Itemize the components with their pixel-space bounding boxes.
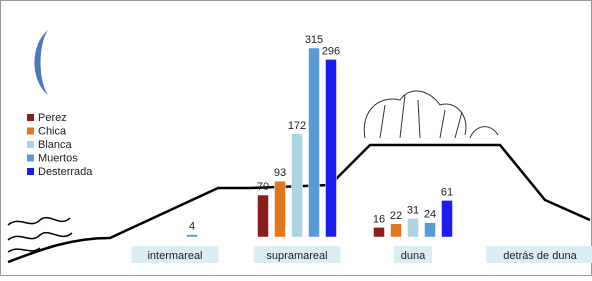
- value-label: 315: [305, 34, 323, 46]
- value-label: 70: [257, 181, 269, 193]
- bar: [309, 48, 320, 237]
- value-label: 22: [390, 210, 402, 222]
- value-label: 16: [373, 213, 385, 225]
- bar: [391, 224, 402, 237]
- bar: [408, 218, 419, 237]
- bar: [326, 59, 337, 237]
- page: {"chart_data": {"type": "bar", "categori…: [0, 0, 592, 281]
- legend-swatch: [27, 128, 34, 135]
- legend-label: Muertos: [38, 153, 78, 165]
- legend-swatch: [27, 168, 34, 175]
- bar: [425, 223, 436, 237]
- legend-label: Blanca: [38, 139, 73, 151]
- x-tick-label: intermareal: [147, 250, 202, 262]
- legend-label: Chica: [38, 126, 67, 138]
- legend-swatch: [27, 114, 34, 121]
- x-tick-label: duna: [401, 250, 426, 262]
- bar: [187, 235, 198, 237]
- legend-swatch: [27, 141, 34, 148]
- x-tick-label: detrás de duna: [503, 250, 577, 262]
- bar: [258, 195, 269, 237]
- value-label: 31: [407, 204, 419, 216]
- value-label: 296: [322, 45, 340, 57]
- legend-label: Desterrada: [38, 166, 93, 178]
- value-label: 61: [441, 186, 453, 198]
- value-label: 24: [424, 209, 436, 221]
- value-label: 4: [189, 221, 195, 233]
- value-label: 172: [288, 120, 306, 132]
- x-tick-label: supramareal: [266, 250, 327, 262]
- bar: [442, 200, 453, 237]
- value-label: 93: [274, 167, 286, 179]
- legend-swatch: [27, 155, 34, 162]
- legend-label: Perez: [38, 112, 67, 124]
- bar: [275, 181, 286, 237]
- bar: [374, 227, 385, 237]
- bar: [292, 134, 303, 237]
- chart: intermareal supramareal duna detrás de duna…: [0, 0, 592, 276]
